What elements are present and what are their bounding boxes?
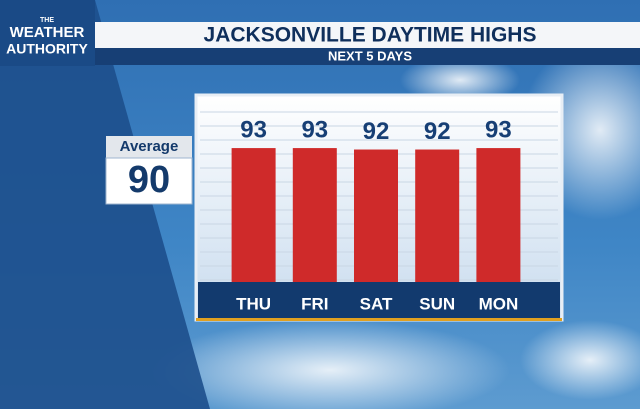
- category-label: SAT: [360, 294, 393, 313]
- chart-subtitle: NEXT 5 DAYS: [328, 48, 412, 63]
- average-label: Average: [120, 138, 179, 155]
- side-panel: [0, 0, 210, 409]
- cloud: [150, 320, 510, 409]
- cloud: [400, 55, 520, 105]
- average-label-box: [106, 136, 192, 158]
- logo-box: [0, 0, 95, 66]
- category-label: SUN: [419, 294, 455, 313]
- value-label: 93: [301, 116, 328, 143]
- bar: [292, 148, 337, 282]
- logo-text: THE: [40, 17, 54, 24]
- cloud: [520, 320, 640, 400]
- category-strip: [198, 282, 560, 318]
- value-label: 92: [424, 118, 451, 145]
- logo-text: WEATHER: [10, 24, 85, 41]
- average-value: 90: [128, 159, 170, 201]
- strip-accent: [196, 318, 562, 321]
- category-label: FRI: [301, 294, 328, 313]
- value-label: 93: [240, 116, 267, 143]
- category-label: THU: [236, 294, 271, 313]
- bar: [415, 149, 460, 282]
- title-bar: [95, 22, 640, 48]
- bar: [476, 148, 521, 282]
- value-label: 93: [485, 116, 512, 143]
- value-label: 92: [363, 118, 390, 145]
- subtitle-bar: [95, 48, 640, 65]
- chart-title: JACKSONVILLE DAYTIME HIGHS: [204, 24, 537, 47]
- logo-text: AUTHORITY: [6, 41, 88, 57]
- bar: [354, 149, 398, 282]
- category-label: MON: [479, 294, 519, 313]
- average-value-box: [105, 157, 193, 205]
- bar: [231, 148, 276, 282]
